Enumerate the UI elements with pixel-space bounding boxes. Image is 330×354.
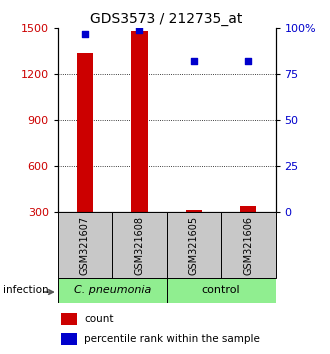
Bar [60, 313, 78, 325]
Bar [167, 212, 221, 278]
Bar [186, 210, 202, 212]
Bar [131, 32, 148, 212]
Point [82, 31, 88, 37]
Bar [58, 278, 167, 303]
Point [191, 59, 197, 64]
Bar [240, 206, 256, 212]
Point [137, 27, 142, 33]
Text: control: control [202, 285, 241, 295]
Point [246, 59, 251, 64]
Text: C. pneumonia: C. pneumonia [74, 285, 151, 295]
Text: GSM321608: GSM321608 [134, 216, 145, 275]
Text: count: count [84, 314, 114, 324]
Bar [221, 212, 276, 278]
Bar [112, 212, 167, 278]
Text: GSM321607: GSM321607 [80, 216, 90, 275]
Bar [58, 212, 112, 278]
Title: GDS3573 / 212735_at: GDS3573 / 212735_at [90, 12, 243, 26]
Bar [167, 278, 276, 303]
Bar [77, 53, 93, 212]
Bar [60, 333, 78, 346]
Text: GSM321606: GSM321606 [243, 216, 253, 275]
Text: infection: infection [3, 285, 49, 295]
Text: GSM321605: GSM321605 [189, 216, 199, 275]
Text: percentile rank within the sample: percentile rank within the sample [84, 335, 260, 344]
